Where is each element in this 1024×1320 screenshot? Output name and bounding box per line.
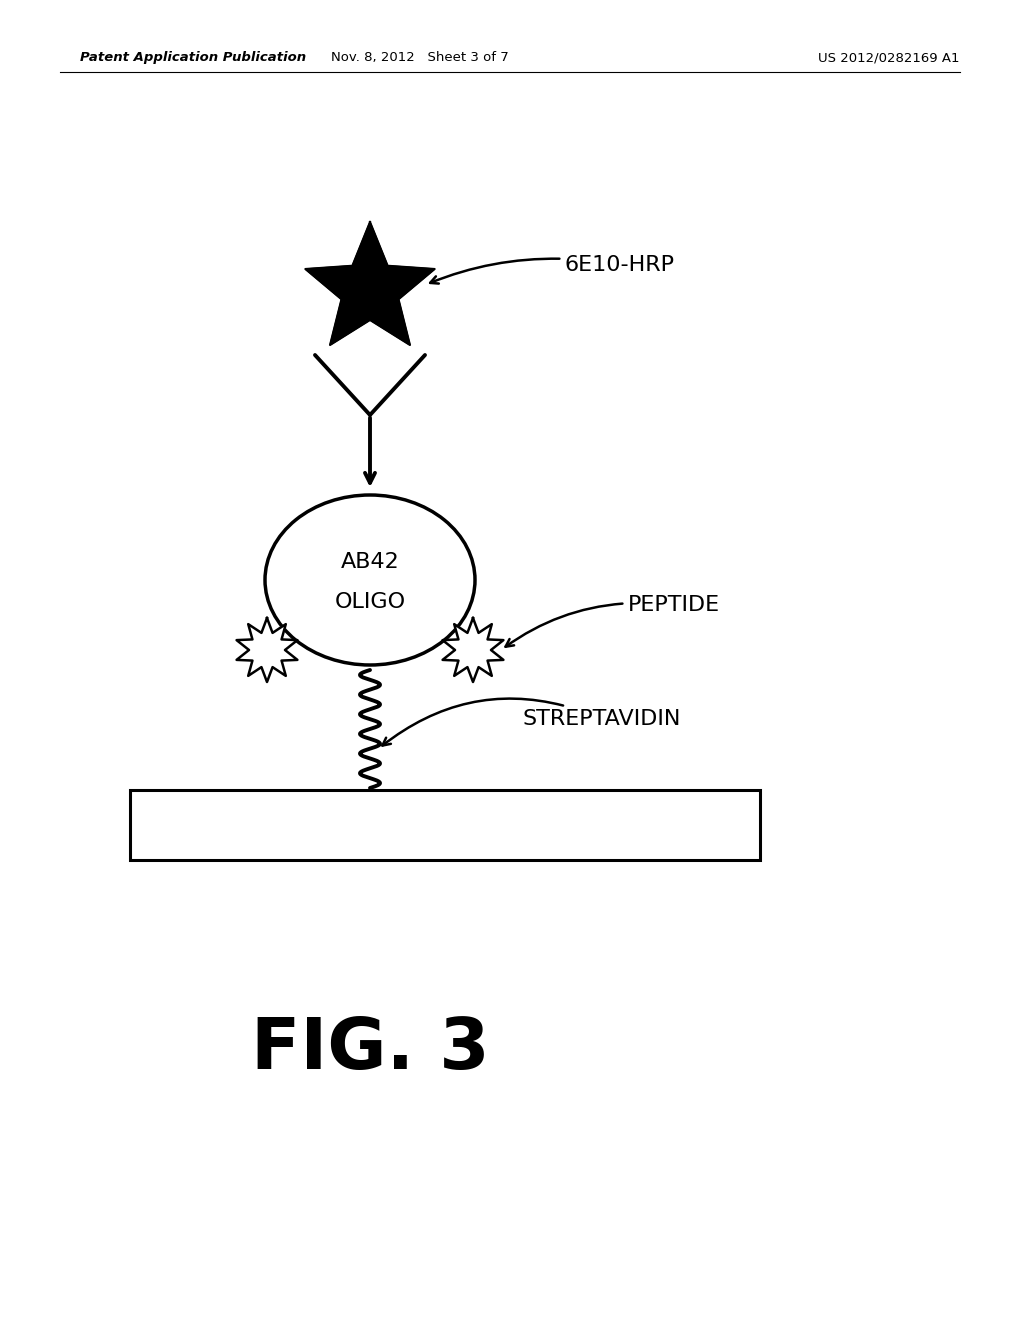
Polygon shape <box>305 222 434 345</box>
Text: STREPTAVIDIN: STREPTAVIDIN <box>382 698 681 746</box>
Text: OLIGO: OLIGO <box>335 591 406 612</box>
Text: PEPTIDE: PEPTIDE <box>506 595 720 647</box>
Bar <box>130 789 760 861</box>
Polygon shape <box>237 618 297 682</box>
Text: FIG. 3: FIG. 3 <box>251 1015 489 1085</box>
Text: Nov. 8, 2012   Sheet 3 of 7: Nov. 8, 2012 Sheet 3 of 7 <box>331 51 509 65</box>
Text: AB42: AB42 <box>341 552 399 572</box>
Ellipse shape <box>265 495 475 665</box>
Text: US 2012/0282169 A1: US 2012/0282169 A1 <box>818 51 961 65</box>
Polygon shape <box>442 618 504 682</box>
Text: Patent Application Publication: Patent Application Publication <box>80 51 306 65</box>
Text: 6E10-HRP: 6E10-HRP <box>430 255 675 284</box>
